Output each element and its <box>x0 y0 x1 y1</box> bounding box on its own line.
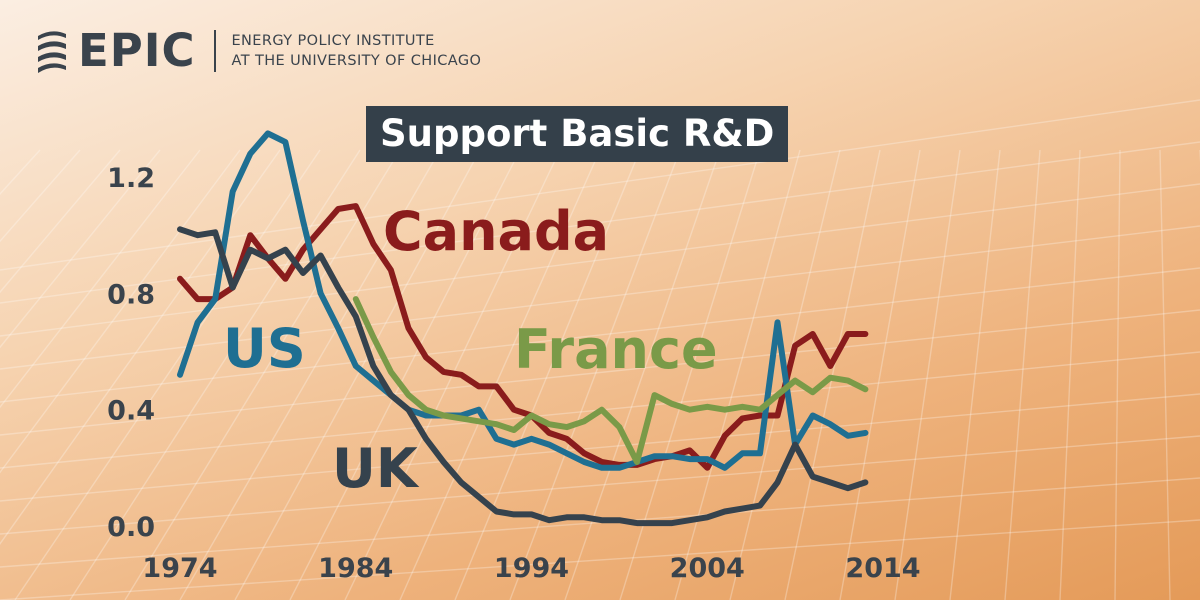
x-tick-label: 1994 <box>494 553 569 584</box>
x-tick-label: 1974 <box>142 553 217 584</box>
logo-subtitle: ENERGY POLICY INSTITUTE AT THE UNIVERSIT… <box>232 31 482 71</box>
logo-divider <box>213 29 216 72</box>
series-label-france: France <box>514 318 718 381</box>
y-tick-label: 0.8 <box>107 279 155 310</box>
x-tick-label: 1984 <box>318 553 393 584</box>
y-tick-label: 0.4 <box>107 396 155 427</box>
chart-title: Support Basic R&D <box>366 106 789 162</box>
epic-spiral-icon <box>38 30 66 73</box>
series-label-canada: Canada <box>383 200 609 263</box>
y-tick-label: 0.0 <box>107 512 155 543</box>
y-tick-label: 1.2 <box>107 163 155 194</box>
series-line-france <box>352 296 869 465</box>
series-line-us <box>177 130 869 471</box>
logo-subtitle-line2: AT THE UNIVERSITY OF CHICAGO <box>231 52 482 69</box>
series-label-uk: UK <box>332 437 420 500</box>
x-tick-label: 2004 <box>670 553 745 584</box>
epic-logo: EPIC ENERGY POLICY INSTITUTE AT THE UNIV… <box>34 24 481 77</box>
logo-wordmark: EPIC <box>78 24 196 77</box>
logo-subtitle-line1: ENERGY POLICY INSTITUTE <box>231 32 435 49</box>
x-tick-label: 2014 <box>845 553 920 584</box>
series-label-us: US <box>223 317 306 380</box>
series-line-uk <box>177 226 869 527</box>
